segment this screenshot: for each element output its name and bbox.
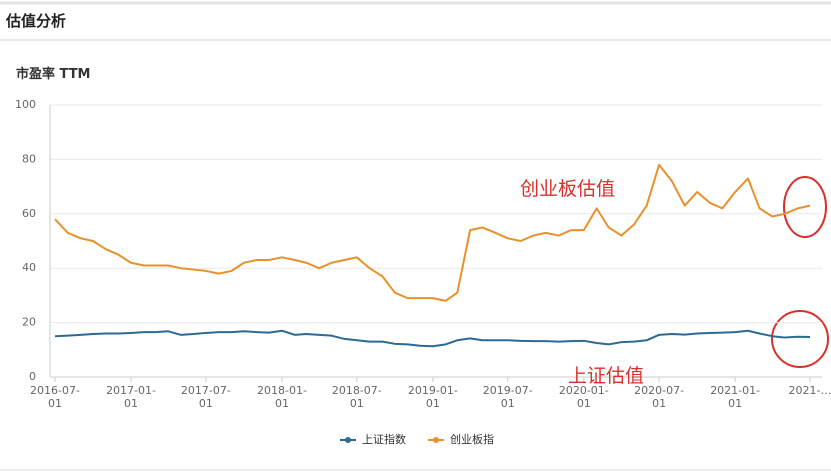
series-line: [54, 163, 811, 302]
x-tick-label: 2016-07-01: [29, 384, 80, 410]
annotation: 上证估值: [568, 365, 645, 387]
legend-marker: [345, 437, 351, 443]
y-tick-label: 100: [15, 98, 36, 111]
annotation: 创业板估值: [520, 178, 616, 200]
x-tick-label: 2018-01-01: [257, 384, 307, 410]
x-tick-label: 2021-…: [788, 384, 831, 397]
section-title: 估值分析: [6, 12, 67, 30]
series-line: [54, 329, 811, 348]
y-tick-label: 80: [22, 152, 36, 165]
legend-marker: [433, 437, 439, 443]
x-tick-label: 2020-07-01: [634, 384, 685, 410]
highlight-circle: [771, 310, 829, 368]
x-tick-label: 2019-07-01: [482, 384, 533, 410]
legend-label: 创业板指: [450, 432, 494, 446]
y-tick-label: 20: [22, 316, 36, 329]
chart-subtitle: 市盈率 TTM: [16, 67, 91, 82]
highlight-circle: [783, 176, 827, 238]
x-tick-label: 2017-01-01: [106, 384, 156, 410]
x-tick-label: 2018-07-01: [331, 384, 382, 410]
y-tick-label: 0: [29, 370, 36, 383]
legend-label: 上证指数: [362, 432, 406, 446]
x-tick-label: 2021-01-01: [710, 384, 761, 410]
x-tick-label: 2017-07-01: [180, 384, 231, 410]
x-tick-label: 2020-01-01: [558, 384, 609, 410]
y-tick-label: 60: [22, 207, 36, 220]
y-tick-label: 40: [22, 261, 36, 274]
x-tick-label: 2019-01-01: [407, 384, 458, 410]
